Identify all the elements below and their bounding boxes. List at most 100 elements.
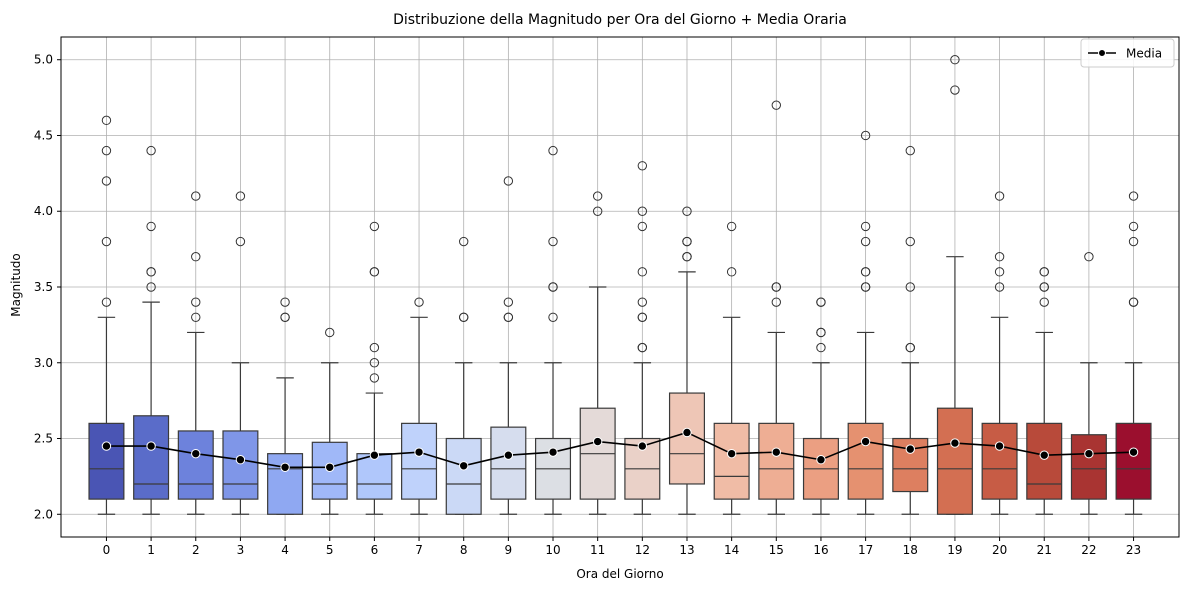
outlier-point (860, 130, 871, 141)
box-iqr (267, 453, 304, 515)
box-hour-2 (177, 191, 214, 515)
chart-title: Distribuzione della Magnitudo per Ora de… (393, 12, 847, 28)
mean-point (816, 455, 826, 465)
box-iqr (222, 430, 259, 500)
y-axis-label: Magnitudo (9, 253, 23, 317)
box-iqr (1070, 434, 1107, 500)
box-hour-1 (133, 145, 170, 515)
outlier-point (548, 145, 558, 156)
box-hour-20 (981, 191, 1018, 515)
x-tick-label: 20 (992, 543, 1007, 557)
box-hour-19 (936, 55, 973, 515)
mean-point (280, 462, 290, 473)
box-hour-23 (1115, 191, 1152, 515)
box-hour-12 (624, 161, 661, 515)
mean-point (503, 450, 514, 460)
outlier-point (816, 327, 826, 338)
x-tick-label: 15 (769, 543, 784, 557)
outlier-point (592, 191, 603, 201)
mean-point (369, 450, 380, 460)
mean-line (106, 431, 1134, 469)
outlier-point (860, 282, 871, 292)
mean-point (325, 462, 335, 473)
legend-entry-media: Media (1126, 47, 1162, 61)
outlier-point (1039, 282, 1049, 292)
outlier-point (459, 312, 469, 323)
mean-point (548, 447, 558, 457)
outlier-point (1039, 267, 1049, 277)
mean-point (950, 438, 960, 448)
outlier-point (548, 236, 558, 247)
outlier-point (146, 145, 156, 156)
box-hour-21 (1026, 267, 1063, 515)
outlier-point (101, 297, 112, 307)
box-iqr (758, 422, 795, 500)
outlier-point (905, 145, 915, 156)
mean-point (1039, 450, 1049, 460)
x-axis-label: Ora del Giorno (576, 567, 663, 581)
outlier-point (726, 267, 737, 277)
mean-point (682, 427, 692, 438)
box-iqr (1026, 422, 1063, 500)
outlier-point (994, 191, 1005, 201)
mean-point (860, 436, 871, 447)
outlier-point (369, 373, 380, 383)
outlier-point (637, 221, 648, 232)
legend-frame (1080, 38, 1175, 68)
outlier-point (191, 191, 201, 201)
box-hour-0 (88, 115, 125, 515)
box-iqr (401, 422, 438, 500)
box-iqr (356, 453, 393, 500)
outlier-point (726, 221, 737, 232)
box-hour-9 (490, 176, 527, 515)
y-tick-label: 4.0 (34, 204, 53, 218)
outlier-point (682, 236, 692, 247)
mean-point (905, 444, 915, 454)
y-tick-label: 3.0 (34, 356, 53, 370)
mean-point (459, 461, 469, 471)
box-iqr (981, 422, 1018, 500)
outlier-point (905, 236, 915, 247)
box-iqr (847, 422, 884, 500)
box-layer (88, 55, 1152, 515)
outlier-point (816, 297, 826, 307)
x-tick-label: 16 (813, 543, 828, 557)
x-tick-label: 6 (371, 543, 379, 557)
outlier-point (771, 282, 781, 292)
mean-point (1128, 447, 1139, 457)
box-hour-15 (758, 100, 795, 515)
outlier-point (637, 267, 648, 277)
outlier-point (905, 282, 915, 292)
outlier-point (325, 327, 335, 338)
outlier-point (860, 236, 871, 247)
x-tick-label: 3 (237, 543, 245, 557)
outlier-point (637, 342, 648, 353)
outlier-point (369, 267, 380, 277)
outlier-point (503, 176, 514, 186)
outlier-point (101, 115, 112, 126)
x-tick-label: 23 (1126, 543, 1141, 557)
box-hour-6 (356, 221, 393, 515)
box-hour-7 (401, 297, 438, 515)
outlier-point (637, 312, 648, 323)
outlier-point (146, 267, 156, 277)
y-tick-label: 3.5 (34, 280, 53, 294)
outlier-point (101, 176, 112, 186)
box-iqr (133, 415, 170, 500)
outlier-point (994, 267, 1005, 277)
box-hour-17 (847, 130, 884, 515)
x-tick-label: 11 (590, 543, 605, 557)
outlier-point (637, 161, 648, 171)
mean-point (146, 441, 156, 451)
outlier-point (1084, 251, 1094, 262)
outlier-point (1128, 191, 1139, 201)
outlier-point (860, 267, 871, 277)
outlier-point (682, 206, 692, 216)
box-iqr (936, 407, 973, 515)
outlier-point (414, 297, 424, 307)
mean-line-layer (101, 427, 1139, 473)
x-tick-label: 21 (1037, 543, 1052, 557)
mean-point (994, 441, 1005, 451)
